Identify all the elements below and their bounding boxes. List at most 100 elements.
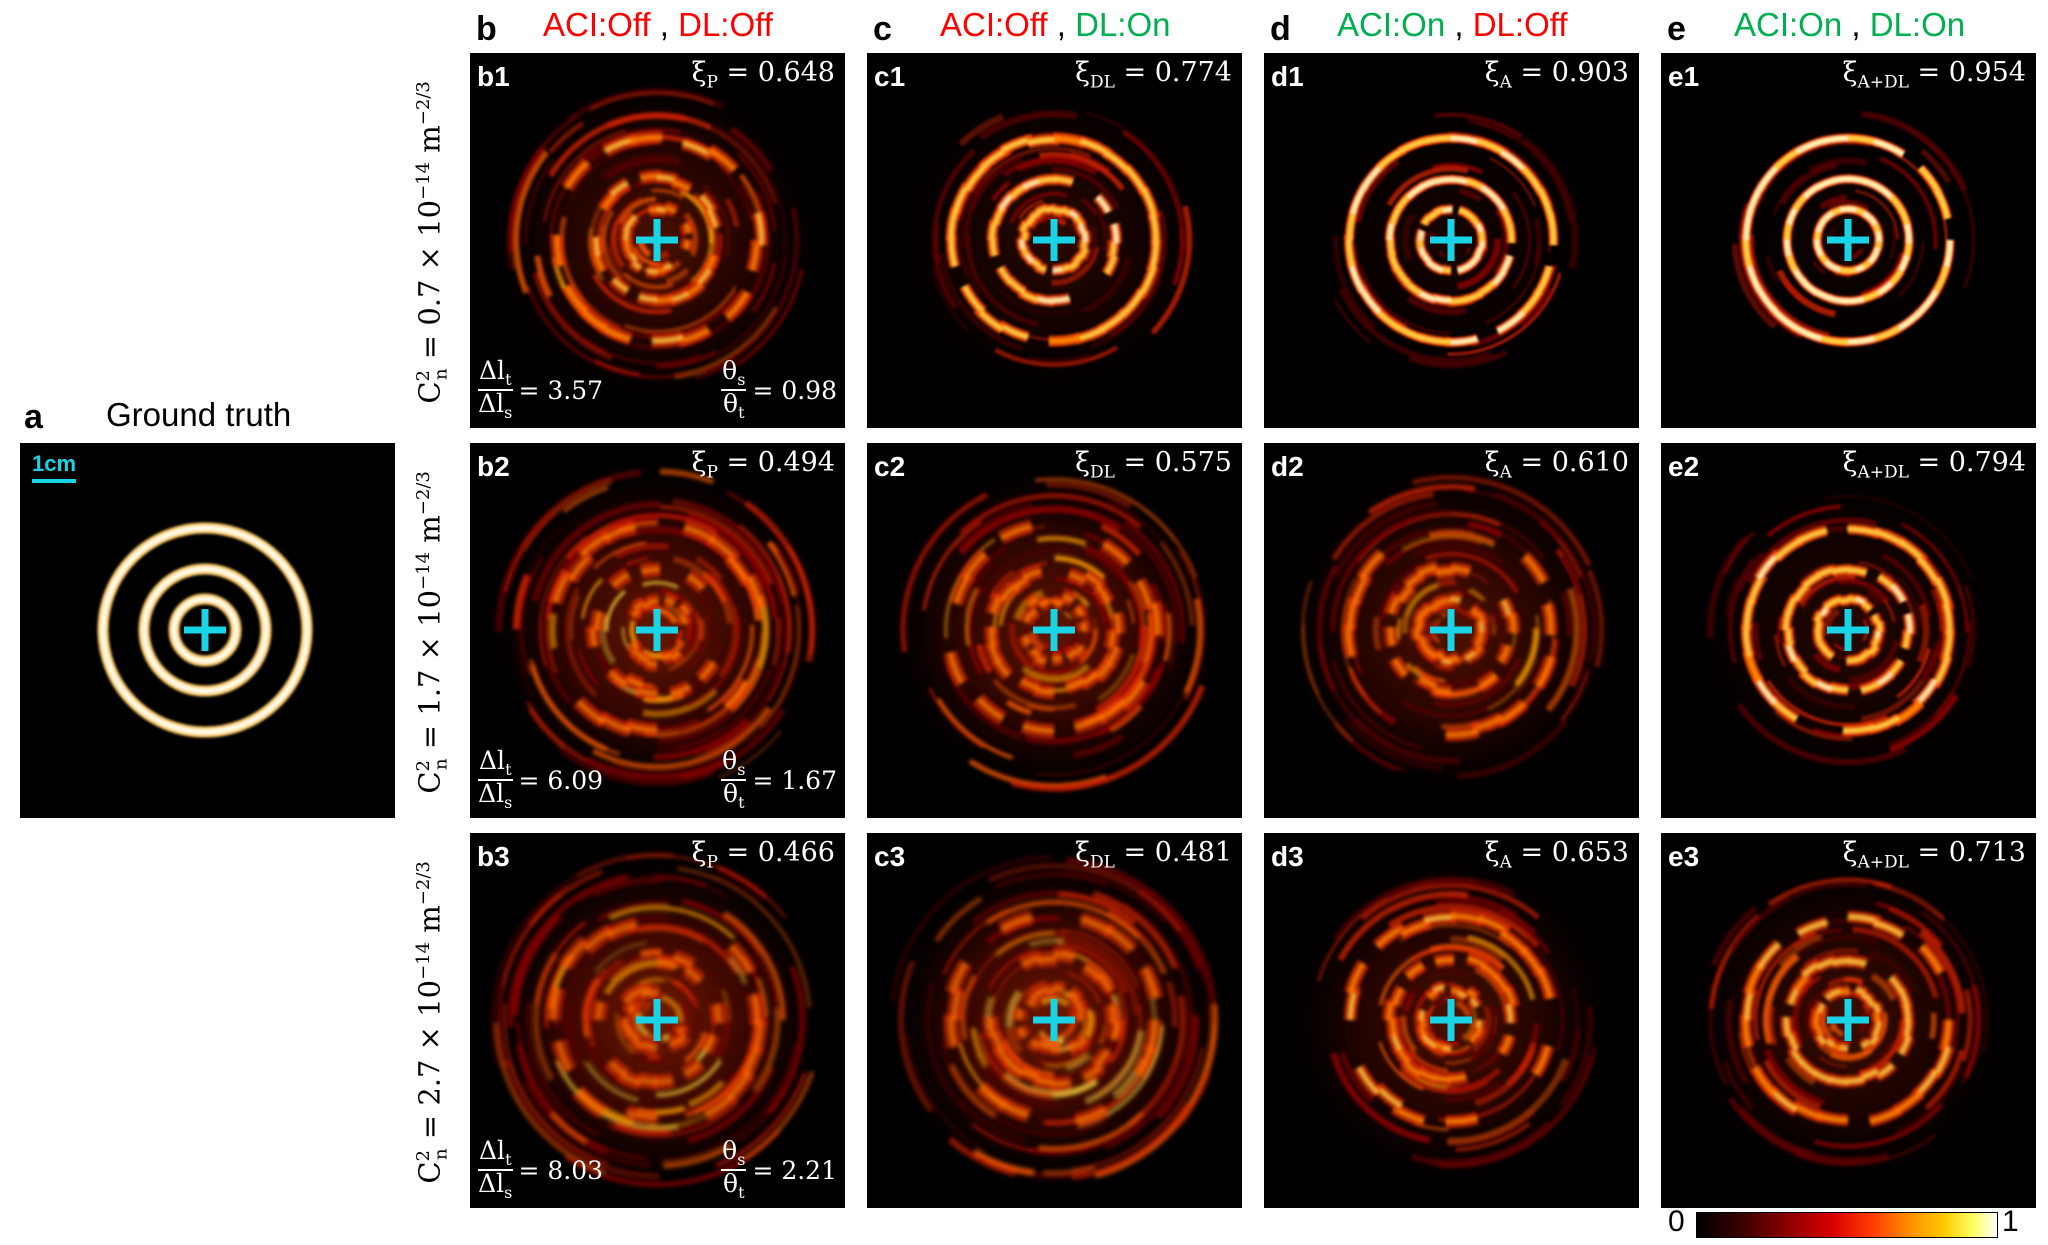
theta-ratio: θs θt = 2.21 bbox=[721, 1136, 837, 1203]
xi-metric: ξDL = 0.575 bbox=[1075, 447, 1232, 483]
crosshair-icon bbox=[1033, 609, 1075, 651]
theta-ratio: θs θt = 0.98 bbox=[721, 356, 837, 423]
panel-id: b1 bbox=[477, 61, 510, 92]
panel-image-b2 bbox=[482, 455, 832, 805]
crosshair-icon bbox=[1430, 609, 1472, 651]
panel-c1: c1 ξDL = 0.774 bbox=[867, 53, 1242, 428]
dl-state: DL:Off bbox=[678, 6, 773, 43]
panel-image-c1 bbox=[879, 65, 1229, 415]
panel-d3: d3 ξA = 0.653 bbox=[1264, 833, 1639, 1208]
crosshair-icon bbox=[184, 609, 226, 651]
xi-metric: ξA = 0.903 bbox=[1484, 57, 1629, 93]
panel-image-e2 bbox=[1673, 455, 2023, 805]
aci-state: ACI:Off bbox=[940, 6, 1048, 43]
panel-id: d3 bbox=[1271, 841, 1304, 872]
panel-d1: d1 ξA = 0.903 bbox=[1264, 53, 1639, 428]
crosshair-icon bbox=[1430, 219, 1472, 261]
xi-metric: ξA = 0.653 bbox=[1484, 837, 1629, 873]
panel-b3: b3 ξP = 0.466 Δlt Δls = 8.03 θs θt = 2.21 bbox=[470, 833, 845, 1208]
xi-metric: ξP = 0.466 bbox=[691, 837, 835, 873]
ground-truth-rings bbox=[97, 522, 313, 738]
scale-bar bbox=[32, 479, 76, 483]
row-label-cn2-1: C2n = 0.7 × 10−14 m−2/3 bbox=[412, 80, 452, 404]
column-header-d: ACI:On , DL:Off bbox=[1337, 6, 1567, 44]
crosshair-icon bbox=[1827, 999, 1869, 1041]
panel-id: b2 bbox=[477, 451, 510, 482]
crosshair-icon bbox=[1033, 999, 1075, 1041]
panel-image-d3 bbox=[1276, 845, 1626, 1195]
panel-id: e1 bbox=[1668, 61, 1700, 92]
xi-metric: ξA+DL = 0.794 bbox=[1842, 447, 2026, 483]
panel-image-b3 bbox=[482, 845, 832, 1195]
panel-id: b3 bbox=[477, 841, 510, 872]
column-letter-e: e bbox=[1667, 10, 1686, 48]
reconstructed-rings bbox=[490, 852, 814, 1187]
column-header-b: ACI:Off , DL:Off bbox=[543, 6, 773, 44]
panel-e1: e1 ξA+DL = 0.954 bbox=[1661, 53, 2036, 428]
panel-id: e2 bbox=[1668, 451, 1700, 482]
panel-b1: b1 ξP = 0.648 Δlt Δls = 3.57 θs θt = 0.98 bbox=[470, 53, 845, 428]
dl-state: DL:Off bbox=[1472, 6, 1568, 43]
xi-metric: ξDL = 0.774 bbox=[1075, 57, 1232, 93]
panel-a-letter: a bbox=[24, 398, 43, 436]
panel-image-c3 bbox=[879, 845, 1229, 1195]
crosshair-icon bbox=[1827, 219, 1869, 261]
panel-image-c2 bbox=[879, 455, 1229, 805]
xi-metric: ξP = 0.648 bbox=[691, 57, 835, 93]
reconstructed-rings bbox=[1708, 877, 1988, 1167]
panel-id: c2 bbox=[874, 451, 906, 482]
panel-id: c3 bbox=[874, 841, 906, 872]
ground-truth-image: 1cm bbox=[20, 443, 395, 818]
panel-c2: c2 ξDL = 0.575 bbox=[867, 443, 1242, 818]
xi-metric: ξA+DL = 0.954 bbox=[1842, 57, 2026, 93]
delta-l-ratio: Δlt Δls = 6.09 bbox=[478, 746, 604, 813]
colorbar-max-label: 1 bbox=[2002, 1205, 2019, 1238]
aci-state: ACI:On bbox=[1337, 6, 1446, 43]
header-separator: , bbox=[1842, 6, 1870, 43]
reconstructed-rings bbox=[1316, 876, 1597, 1169]
column-header-c: ACI:Off , DL:On bbox=[940, 6, 1170, 44]
aci-state: ACI:On bbox=[1734, 6, 1843, 43]
panel-image-d1 bbox=[1276, 65, 1626, 415]
xi-metric: ξDL = 0.481 bbox=[1075, 837, 1232, 873]
delta-l-ratio: Δlt Δls = 8.03 bbox=[478, 1136, 604, 1203]
column-header-e: ACI:On , DL:On bbox=[1734, 6, 1965, 44]
reconstructed-rings bbox=[890, 855, 1218, 1181]
panel-id: e3 bbox=[1668, 841, 1700, 872]
header-separator: , bbox=[1445, 6, 1473, 43]
column-letter-b: b bbox=[476, 10, 497, 48]
delta-l-ratio: Δlt Δls = 3.57 bbox=[478, 356, 604, 423]
crosshair-icon bbox=[636, 219, 678, 261]
panel-image-e3 bbox=[1673, 845, 2023, 1195]
dl-state: DL:On bbox=[1075, 6, 1171, 43]
xi-metric: ξP = 0.494 bbox=[691, 447, 835, 483]
dl-state: DL:On bbox=[1869, 6, 1966, 43]
column-letter-c: c bbox=[873, 10, 892, 48]
row-label-cn2-2: C2n = 1.7 × 10−14 m−2/3 bbox=[412, 470, 452, 794]
reconstructed-rings bbox=[1301, 474, 1605, 780]
panel-image-e1 bbox=[1673, 65, 2023, 415]
reconstructed-rings bbox=[900, 477, 1206, 792]
panel-id: c1 bbox=[874, 61, 906, 92]
panel-c3: c3 ξDL = 0.481 bbox=[867, 833, 1242, 1208]
panel-e3: e3 ξA+DL = 0.713 bbox=[1661, 833, 2036, 1208]
crosshair-icon bbox=[1430, 999, 1472, 1041]
panel-d2: d2 ξA = 0.610 bbox=[1264, 443, 1639, 818]
xi-metric: ξA+DL = 0.713 bbox=[1842, 837, 2026, 873]
reconstructed-rings bbox=[507, 88, 804, 380]
panel-id: d1 bbox=[1271, 61, 1304, 92]
row-label-cn2-3: C2n = 2.7 × 10−14 m−2/3 bbox=[412, 860, 452, 1184]
panel-id: d2 bbox=[1271, 451, 1304, 482]
panel-b2: b2 ξP = 0.494 Δlt Δls = 6.09 θs θt = 1.67 bbox=[470, 443, 845, 818]
reconstructed-rings bbox=[1706, 495, 1976, 766]
crosshair-icon bbox=[1827, 609, 1869, 651]
crosshair-icon bbox=[636, 999, 678, 1041]
header-separator: , bbox=[650, 6, 679, 43]
theta-ratio: θs θt = 1.67 bbox=[721, 746, 837, 813]
panel-a-title: Ground truth bbox=[106, 396, 292, 433]
scale-bar-label: 1cm bbox=[32, 451, 77, 476]
column-letter-d: d bbox=[1270, 10, 1291, 48]
header-separator: , bbox=[1047, 6, 1076, 43]
xi-metric: ξA = 0.610 bbox=[1484, 447, 1629, 483]
panel-image-b1 bbox=[482, 65, 832, 415]
